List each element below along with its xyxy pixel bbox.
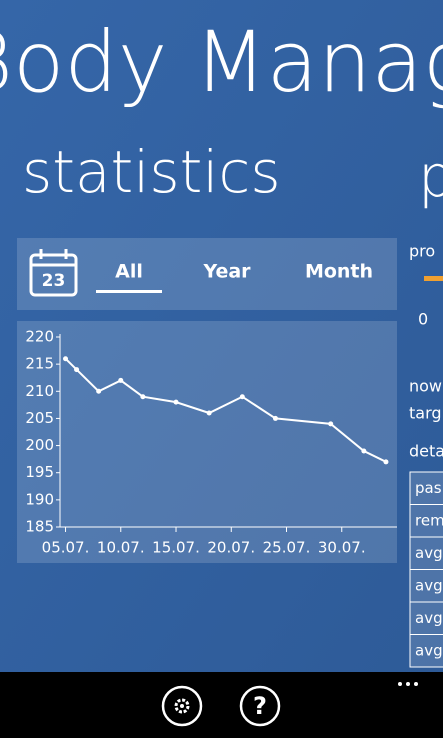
details-label: deta — [409, 442, 443, 461]
app-bar — [0, 672, 443, 738]
data-point — [96, 388, 102, 394]
y-tick-label: 210 — [25, 382, 54, 400]
table-row — [409, 536, 443, 570]
table-cell: rem — [415, 511, 443, 529]
table-cell: avg — [415, 544, 443, 562]
tab[interactable]: Year — [202, 261, 251, 283]
data-point — [118, 377, 124, 383]
table-row — [409, 504, 443, 538]
target-label: targ — [409, 404, 442, 423]
next-page-title: p — [418, 142, 443, 210]
x-tick-label: 10.07. — [97, 539, 145, 557]
x-tick-label: 15.07. — [152, 539, 200, 557]
table-cell: pas — [415, 479, 442, 497]
data-line — [64, 358, 387, 463]
svg-text:?: ? — [253, 692, 267, 720]
data-point — [74, 367, 80, 373]
y-tick-label: 215 — [25, 355, 54, 373]
tab-underline — [96, 290, 162, 293]
data-point — [328, 421, 334, 427]
data-point — [206, 410, 212, 416]
now-label: now — [409, 377, 442, 396]
background — [0, 0, 443, 672]
chart-panel — [17, 321, 397, 563]
table-row — [409, 569, 443, 603]
data-point — [63, 356, 69, 362]
data-point — [383, 459, 389, 465]
x-tick-label: 25.07. — [263, 539, 311, 557]
y-tick-label: 200 — [25, 436, 54, 454]
tab[interactable]: Month — [305, 261, 373, 283]
page-title: statistics — [22, 138, 281, 206]
x-tick-label: 30.07. — [318, 539, 366, 557]
calendar-day: 23 — [42, 271, 66, 291]
tab[interactable]: All — [115, 261, 143, 283]
table-row — [409, 634, 443, 668]
y-tick-label: 195 — [25, 463, 54, 481]
x-tick-label: 20.07. — [207, 539, 255, 557]
y-tick-label: 190 — [25, 490, 54, 508]
y-tick-label: 220 — [25, 328, 54, 346]
y-tick-label: 205 — [25, 409, 54, 427]
data-point — [239, 394, 245, 400]
app-title: Body Manager — [0, 13, 443, 111]
y-tick-label: 185 — [25, 518, 54, 536]
data-point — [361, 448, 367, 454]
table-cell: avg — [415, 609, 443, 627]
more-button[interactable] — [398, 682, 418, 686]
data-point — [272, 415, 278, 421]
help-button[interactable]: ? — [239, 685, 281, 727]
table-cell: avg — [415, 576, 443, 594]
progress-value: 0 — [418, 310, 428, 329]
tab-panel — [17, 238, 397, 310]
progress-label: pro — [409, 242, 435, 261]
data-point — [140, 394, 146, 400]
settings-button[interactable] — [161, 685, 203, 727]
table-row — [409, 601, 443, 635]
table-cell: avg — [415, 641, 443, 659]
table-row — [409, 471, 443, 505]
data-point — [173, 399, 179, 405]
x-tick-label: 05.07. — [42, 539, 90, 557]
progress-bar — [424, 276, 443, 281]
calendar-icon — [29, 249, 78, 297]
